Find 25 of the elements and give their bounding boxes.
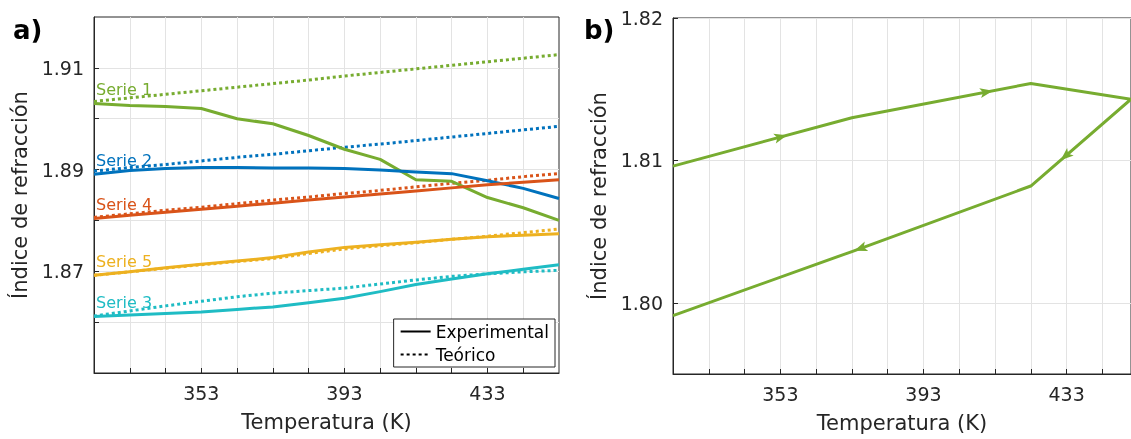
x-tick-label: 393: [905, 382, 942, 405]
y-tick-label: 1.91: [41, 56, 84, 79]
x-axis-title: Temperatura (K): [815, 410, 988, 435]
x-tick-label: 353: [762, 382, 799, 405]
x-tick-label: 433: [1048, 382, 1085, 405]
y-tick-label: 1.80: [620, 291, 663, 314]
y-tick-label: 1.81: [620, 149, 663, 172]
y-tick-label: 1.89: [41, 158, 84, 181]
x-tick-label: 433: [469, 381, 506, 404]
chart-title: b): [584, 15, 615, 45]
x-tick-label: 353: [183, 381, 220, 404]
y-tick-label: 1.87: [41, 260, 84, 283]
series-label: Serie 4: [96, 194, 153, 214]
y-axis-title: Índice de refracción: [7, 91, 33, 299]
legend-label: Teórico: [434, 344, 496, 365]
series-label: Serie 5: [96, 251, 153, 271]
x-axis-title: Temperatura (K): [240, 409, 412, 434]
legend-label: Experimental: [435, 321, 550, 342]
series-label: Serie 3: [96, 293, 153, 313]
chart-title: a): [13, 15, 43, 45]
line-series: [671, 82, 1131, 318]
x-tick-label: 393: [326, 381, 363, 404]
y-axis-title: Índice de refracción: [586, 92, 612, 300]
y-tick-label: 1.82: [620, 7, 663, 29]
series-label: Serie 1: [96, 79, 153, 99]
